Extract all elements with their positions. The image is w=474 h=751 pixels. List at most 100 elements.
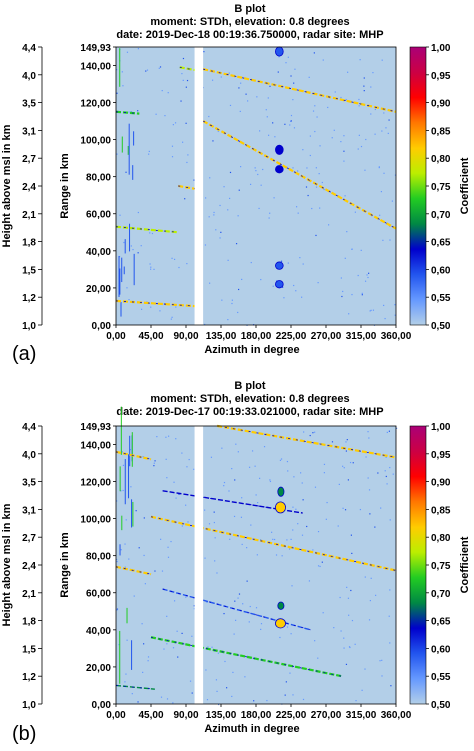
height-tick-label: 1,5 xyxy=(22,644,36,655)
noise-speckle xyxy=(257,173,259,176)
noise-speckle xyxy=(214,537,216,539)
noise-speckle xyxy=(124,566,126,568)
noise-speckle xyxy=(308,76,310,78)
noise-speckle xyxy=(287,262,289,264)
x-tick-label: 0,00 xyxy=(106,331,126,342)
noise-speckle xyxy=(122,85,124,87)
noise-speckle xyxy=(150,268,152,270)
noise-speckle xyxy=(220,76,222,78)
noise-speckle xyxy=(301,534,304,536)
noise-speckle xyxy=(302,263,304,265)
noise-speckle xyxy=(305,186,308,188)
noise-speckle xyxy=(171,316,173,318)
x-tick-label: 360,00 xyxy=(381,331,412,342)
interference-streak xyxy=(115,225,179,234)
noise-speckle xyxy=(141,623,143,625)
noise-speckle xyxy=(161,89,163,92)
noise-speckle xyxy=(314,486,317,488)
noise-speckle xyxy=(123,241,125,244)
noise-speckle xyxy=(394,314,396,316)
noise-speckle xyxy=(290,75,292,77)
noise-speckle xyxy=(359,59,361,61)
colorbar-ticks: 0,50 0,55 0,60 0,65 0,70 0,75 0,80 0,85 0,90 0,95… xyxy=(426,43,451,332)
noise-speckle xyxy=(374,108,376,111)
noise-speckle xyxy=(128,111,130,113)
chart-panel-a: B plot moment: STDh, elevation: 0.8 degr… xyxy=(1,3,471,365)
noise-speckle xyxy=(275,554,278,556)
noise-speckle xyxy=(118,644,120,646)
y-tick-label: 100,00 xyxy=(80,136,111,147)
noise-speckle xyxy=(171,257,173,259)
noise-speckle xyxy=(379,214,381,216)
noise-speckle xyxy=(364,668,366,670)
noise-speckle xyxy=(167,546,169,548)
noise-speckle xyxy=(354,643,356,645)
height-tick-label: 1,8 xyxy=(22,617,36,628)
noise-speckle xyxy=(144,583,146,585)
noise-speckle xyxy=(248,466,251,468)
y-tick-label: 0,00 xyxy=(92,700,112,711)
noise-speckle xyxy=(229,104,232,107)
noise-speckle xyxy=(287,470,289,472)
chart-title: B plot xyxy=(234,3,265,15)
noise-speckle xyxy=(120,490,122,492)
noise-speckle xyxy=(258,207,260,210)
colorbar-tick-label: 0,95 xyxy=(431,450,451,461)
noise-speckle xyxy=(221,299,223,301)
noise-speckle xyxy=(364,280,367,282)
noise-speckle xyxy=(348,614,350,616)
noise-speckle xyxy=(381,130,383,132)
noise-speckle xyxy=(291,585,293,587)
noise-speckle xyxy=(317,530,320,533)
noise-speckle xyxy=(227,259,229,261)
noise-speckle xyxy=(116,608,119,610)
noise-speckle xyxy=(250,261,252,264)
noise-speckle xyxy=(286,460,289,463)
noise-speckle xyxy=(265,109,267,111)
noise-speckle xyxy=(391,200,393,202)
noise-speckle xyxy=(235,243,238,245)
noise-speckle xyxy=(289,672,291,674)
panel-label: (a) xyxy=(12,343,36,365)
noise-speckle xyxy=(282,286,284,288)
noise-speckle xyxy=(381,675,383,677)
noise-speckle xyxy=(203,51,205,53)
noise-speckle xyxy=(283,297,285,299)
noise-speckle xyxy=(370,577,372,579)
noise-speckle xyxy=(319,565,321,568)
noise-speckle xyxy=(290,114,293,117)
noise-speckle xyxy=(315,167,317,169)
noise-speckle xyxy=(249,183,252,186)
noise-speckle xyxy=(246,547,248,549)
noise-speckle xyxy=(386,483,388,485)
noise-speckle xyxy=(150,266,152,268)
noise-speckle xyxy=(126,639,128,641)
noise-speckle xyxy=(369,310,371,312)
height-tick-label: 3,5 xyxy=(22,478,36,489)
noise-speckle xyxy=(297,170,299,172)
noise-speckle xyxy=(269,480,272,483)
x-tick-label: 270,00 xyxy=(311,710,342,721)
noise-speckle xyxy=(223,612,225,615)
noise-speckle xyxy=(277,71,279,73)
noise-speckle xyxy=(223,485,225,487)
noise-speckle xyxy=(208,523,211,525)
noise-speckle xyxy=(312,549,314,551)
y-tick-label: 20,00 xyxy=(86,663,111,674)
interference-streak xyxy=(162,490,303,514)
noise-speckle xyxy=(290,120,292,122)
noise-speckle xyxy=(380,190,383,193)
noise-speckle xyxy=(186,161,188,164)
noise-speckle xyxy=(130,245,132,247)
x-tick-label: 45,00 xyxy=(138,331,163,342)
noise-speckle xyxy=(181,632,183,634)
height-tick-label: 4,4 xyxy=(22,422,36,433)
echo-spot xyxy=(277,486,285,497)
no-data-gap xyxy=(194,47,204,325)
noise-speckle xyxy=(205,669,207,671)
noise-speckle xyxy=(120,549,122,551)
noise-speckle xyxy=(340,277,342,279)
noise-speckle xyxy=(217,130,219,132)
noise-speckle xyxy=(381,659,383,661)
